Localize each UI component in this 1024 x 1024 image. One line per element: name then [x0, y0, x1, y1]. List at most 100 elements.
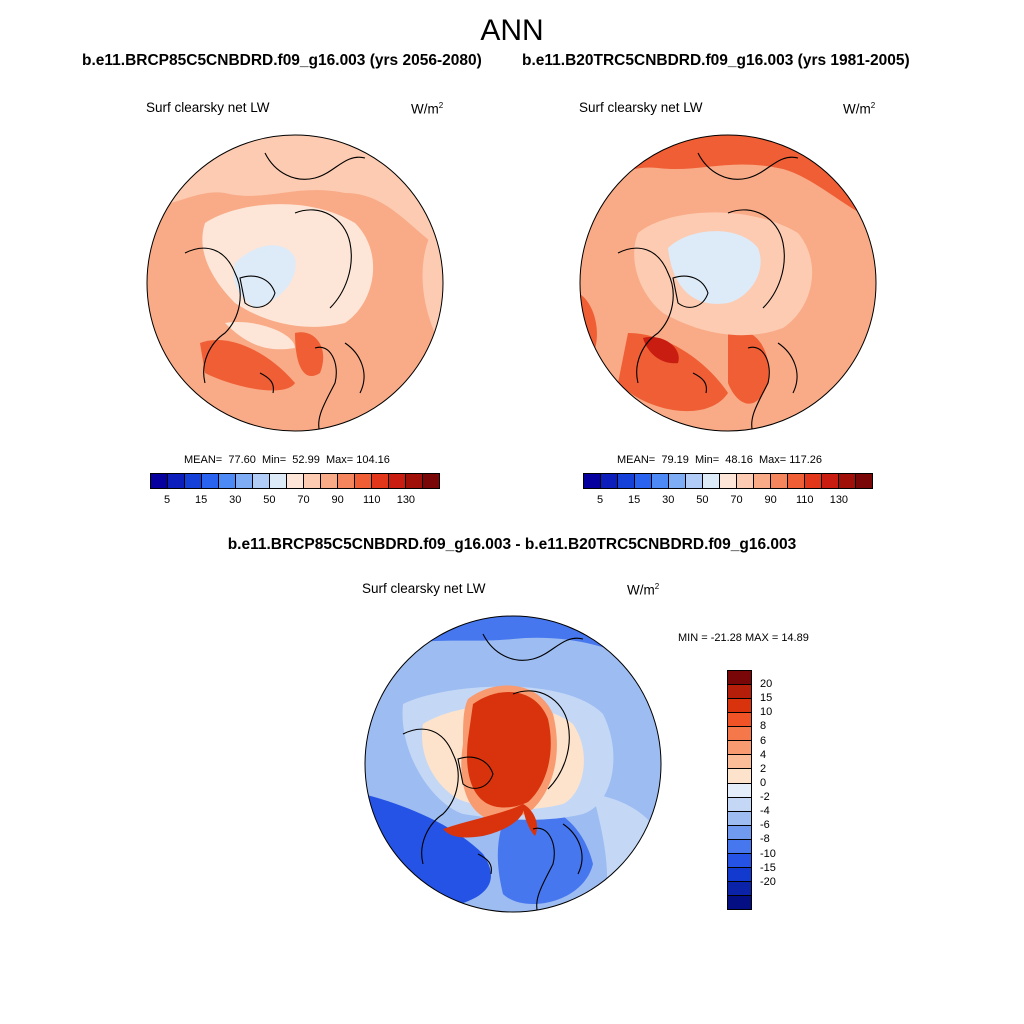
colorbar-tick-label: -8	[760, 833, 770, 846]
colorbar-box	[703, 474, 720, 488]
left-stats: MEAN= 77.60 Min= 52.99 Max= 104.16	[184, 454, 390, 466]
colorbar-box	[728, 713, 751, 728]
colorbar-tick-label: 5	[596, 494, 604, 506]
colorbar-tick-label: 130	[396, 494, 416, 506]
colorbar-tick-label: 110	[362, 494, 381, 506]
colorbar-box	[728, 769, 751, 784]
colorbar-tick-label: 2	[760, 762, 767, 775]
colorbar-box	[720, 474, 737, 488]
colorbar-box	[728, 867, 751, 882]
colorbar-box	[355, 474, 372, 488]
colorbar-tick-label: 4	[760, 748, 767, 761]
colorbar-box	[669, 474, 686, 488]
colorbar-box	[601, 474, 618, 488]
left-case-title: b.e11.BRCP85C5CNBDRD.f09_g16.003 (yrs 20…	[82, 52, 482, 69]
colorbar-box	[686, 474, 703, 488]
colorbar-tick-label: -20	[760, 875, 776, 888]
colorbar-box	[788, 474, 805, 488]
diff-units-label: W/m2	[627, 582, 660, 598]
colorbar-box	[737, 474, 754, 488]
colorbar-box	[856, 474, 872, 488]
diff-minmax: MIN = -21.28 MAX = 14.89	[678, 632, 809, 644]
colorbar-tick-label: 30	[662, 494, 675, 506]
difference-polar-map	[364, 615, 662, 913]
left-variable-label: Surf clearsky net LW	[146, 100, 270, 115]
left-polar-map	[146, 134, 444, 432]
colorbar-box	[728, 699, 751, 714]
colorbar-tick-label: 130	[829, 494, 849, 506]
right-case-title: b.e11.B20TRC5CNBDRD.f09_g16.003 (yrs 198…	[522, 52, 910, 69]
right-colorbar-ticks: 5 15 30 50 70 90 110 130	[583, 494, 873, 508]
colorbar-box	[728, 783, 751, 798]
colorbar-tick-label: 6	[760, 734, 767, 747]
right-variable-label: Surf clearsky net LW	[579, 100, 703, 115]
colorbar-box	[202, 474, 219, 488]
colorbar-box	[728, 811, 751, 826]
colorbar-tick-label: 15	[760, 692, 773, 705]
colorbar-box	[618, 474, 635, 488]
colorbar-tick-label: 15	[195, 494, 208, 506]
colorbar-box	[321, 474, 338, 488]
colorbar-box	[287, 474, 304, 488]
colorbar-tick-label: 30	[229, 494, 242, 506]
colorbar-box	[728, 671, 751, 686]
colorbar-box	[168, 474, 185, 488]
colorbar-box	[754, 474, 771, 488]
colorbar-box	[406, 474, 423, 488]
colorbar-box	[270, 474, 287, 488]
colorbar-tick-label: 90	[764, 494, 777, 506]
colorbar-box	[728, 727, 751, 742]
colorbar-box	[728, 755, 751, 770]
colorbar-tick-label: 70	[297, 494, 310, 506]
colorbar-box	[728, 741, 751, 756]
colorbar-box	[805, 474, 822, 488]
colorbar-tick-label: 15	[628, 494, 641, 506]
colorbar-tick-label: 5	[163, 494, 171, 506]
left-colorbar	[150, 473, 440, 489]
colorbar-box	[253, 474, 270, 488]
right-polar-map	[579, 134, 877, 432]
colorbar-box	[771, 474, 788, 488]
difference-colorbar-ticks: 20 15 10 8 6 4 2 0 -2 -4 -6 -8 -10 -15 -20	[760, 670, 800, 910]
colorbar-tick-label: 0	[760, 776, 767, 789]
colorbar-tick-label: -2	[760, 791, 770, 804]
right-units-label: W/m2	[843, 101, 876, 117]
left-colorbar-ticks: 5 15 30 50 70 90 110 130	[150, 494, 440, 508]
colorbar-tick-label: -4	[760, 805, 770, 818]
colorbar-tick-label: 8	[760, 720, 767, 733]
colorbar-box	[728, 881, 751, 896]
colorbar-box	[839, 474, 856, 488]
colorbar-box	[728, 825, 751, 840]
colorbar-tick-label: -6	[760, 819, 770, 832]
colorbar-tick-label: -15	[760, 861, 776, 874]
colorbar-box	[652, 474, 669, 488]
colorbar-box	[304, 474, 321, 488]
colorbar-tick-label: -10	[760, 847, 776, 860]
colorbar-tick-label: 70	[730, 494, 743, 506]
difference-colorbar	[727, 670, 752, 910]
colorbar-box	[423, 474, 439, 488]
colorbar-tick-label: 10	[760, 706, 773, 719]
colorbar-box	[822, 474, 839, 488]
colorbar-box	[236, 474, 253, 488]
colorbar-box	[219, 474, 236, 488]
colorbar-box	[728, 853, 751, 868]
colorbar-tick-label: 90	[331, 494, 344, 506]
colorbar-box	[584, 474, 601, 488]
colorbar-box	[728, 685, 751, 700]
colorbar-box	[151, 474, 168, 488]
right-stats: MEAN= 79.19 Min= 48.16 Max= 117.26	[617, 454, 823, 466]
left-units-label: W/m2	[411, 101, 444, 117]
right-colorbar	[583, 473, 873, 489]
colorbar-box	[635, 474, 652, 488]
colorbar-tick-label: 110	[795, 494, 814, 506]
colorbar-box	[185, 474, 202, 488]
colorbar-box	[389, 474, 406, 488]
figure-title: ANN	[480, 14, 544, 47]
colorbar-tick-label: 20	[760, 678, 773, 691]
colorbar-box	[728, 896, 751, 910]
colorbar-box	[728, 797, 751, 812]
colorbar-box	[728, 839, 751, 854]
colorbar-box	[338, 474, 355, 488]
colorbar-tick-label: 50	[696, 494, 709, 506]
